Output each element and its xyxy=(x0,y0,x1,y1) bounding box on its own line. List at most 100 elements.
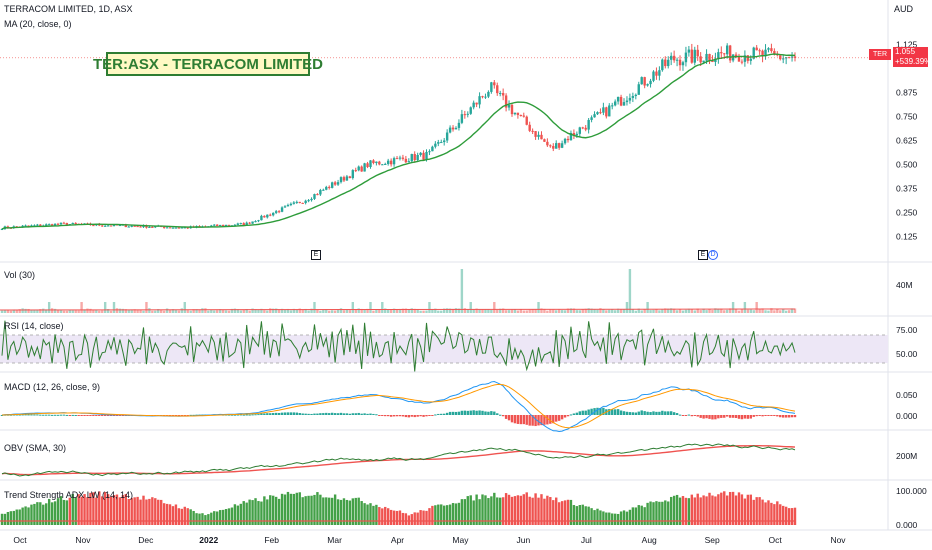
volume-bar xyxy=(407,309,411,313)
adx-pane-label[interactable]: Trend Strength ADX LW (14, 14) xyxy=(4,490,134,500)
adx-bar xyxy=(363,503,366,525)
macd-hist-bar xyxy=(47,414,51,416)
adx-bar xyxy=(68,497,72,525)
adx-bar xyxy=(516,495,520,525)
volume-bar xyxy=(770,308,773,313)
adx-bar xyxy=(782,505,785,525)
volume-bar xyxy=(195,309,198,313)
volume-bar xyxy=(254,309,257,313)
volume-bar xyxy=(251,308,254,313)
volume-bar xyxy=(50,308,54,313)
time-tick-label: Oct xyxy=(13,535,27,545)
volume-bar xyxy=(245,309,248,313)
volume-bar xyxy=(316,309,319,313)
macd-hist-bar xyxy=(360,413,363,415)
volume-bar xyxy=(333,310,337,313)
earnings-event-icon[interactable]: E xyxy=(698,250,708,260)
macd-hist-bar xyxy=(413,415,416,418)
adx-bar xyxy=(613,513,617,525)
time-tick-label: 2022 xyxy=(199,535,218,545)
volume-bar xyxy=(519,309,523,313)
macd-hist-bar xyxy=(304,413,307,415)
candle-body xyxy=(472,102,475,108)
adx-bar xyxy=(746,494,750,525)
macd-hist-bar xyxy=(274,412,278,415)
adx-bar xyxy=(534,493,537,525)
adx-bar xyxy=(658,501,661,525)
volume-bar xyxy=(30,309,33,313)
volume-bar xyxy=(687,308,691,313)
macd-hist-bar xyxy=(348,413,352,415)
macd-hist-bar xyxy=(640,410,643,415)
adx-bar xyxy=(277,498,281,525)
volume-bar xyxy=(0,310,4,313)
volume-bar xyxy=(555,310,558,313)
dividend-event-icon[interactable]: D xyxy=(708,250,718,260)
ma-indicator-label[interactable]: MA (20, close, 0) xyxy=(4,19,72,29)
candle-body xyxy=(304,200,307,204)
adx-bar xyxy=(510,496,514,525)
volume-bar xyxy=(575,310,579,313)
adx-bar xyxy=(389,509,393,525)
adx-bar xyxy=(728,491,732,525)
adx-bar xyxy=(201,513,204,525)
volume-bar xyxy=(9,310,13,313)
candle-body xyxy=(640,77,643,85)
volume-bar xyxy=(546,310,549,313)
volume-bar xyxy=(516,310,520,313)
price-tick-label: 0.125 xyxy=(896,231,918,241)
macd-hist-bar xyxy=(637,411,640,415)
adx-bar xyxy=(507,494,511,525)
adx-bar xyxy=(372,505,375,525)
volume-bar xyxy=(622,309,626,313)
macd-pane-label[interactable]: MACD (12, 26, close, 9) xyxy=(4,382,101,392)
obv-pane-label[interactable]: OBV (SMA, 30) xyxy=(4,443,67,453)
adx-bar xyxy=(649,501,652,525)
macd-hist-bar xyxy=(578,411,581,415)
volume-bar xyxy=(384,308,387,313)
macd-hist-bar xyxy=(239,414,242,416)
macd-hist-bar xyxy=(469,410,472,415)
volume-bar xyxy=(534,309,537,313)
candle-body xyxy=(180,227,184,229)
volume-bar xyxy=(628,269,632,313)
volume-bar xyxy=(45,309,48,313)
adx-bar xyxy=(566,499,570,525)
volume-bar xyxy=(348,310,352,313)
earnings-event-icon[interactable]: E xyxy=(311,250,321,260)
macd-hist-bar xyxy=(525,415,528,425)
adx-bar xyxy=(767,500,770,525)
adx-bar xyxy=(375,504,378,525)
rsi-pane-label[interactable]: RSI (14, close) xyxy=(4,321,64,331)
adx-bar xyxy=(687,498,691,525)
volume-bar xyxy=(307,310,310,313)
adx-bar xyxy=(549,497,552,525)
macd-hist-bar xyxy=(263,413,266,415)
macd-hist-bar xyxy=(381,415,384,416)
volume-bar xyxy=(773,310,776,313)
volume-bar xyxy=(743,302,747,313)
volume-bar xyxy=(487,309,490,313)
macd-hist-bar xyxy=(513,415,517,424)
volume-bar xyxy=(708,309,711,313)
candle-body xyxy=(348,176,352,179)
volume-bar xyxy=(201,308,204,313)
candle-body xyxy=(168,227,172,229)
macd-hist-bar xyxy=(392,415,396,417)
adx-bar xyxy=(440,504,443,525)
vol-pane-label[interactable]: Vol (30) xyxy=(4,270,36,280)
macd-hist-bar xyxy=(345,413,349,415)
macd-hist-bar xyxy=(714,415,717,420)
volume-bar xyxy=(737,310,741,313)
volume-bar xyxy=(230,308,234,313)
candle-body xyxy=(481,96,484,98)
candle-body xyxy=(693,49,696,63)
adx-bar xyxy=(151,497,154,525)
macd-hist-bar xyxy=(419,415,422,417)
volume-bar xyxy=(725,309,729,313)
candle-body xyxy=(316,194,319,196)
candle-body xyxy=(216,224,219,226)
candle-body xyxy=(254,221,257,223)
adx-bar xyxy=(301,497,304,525)
